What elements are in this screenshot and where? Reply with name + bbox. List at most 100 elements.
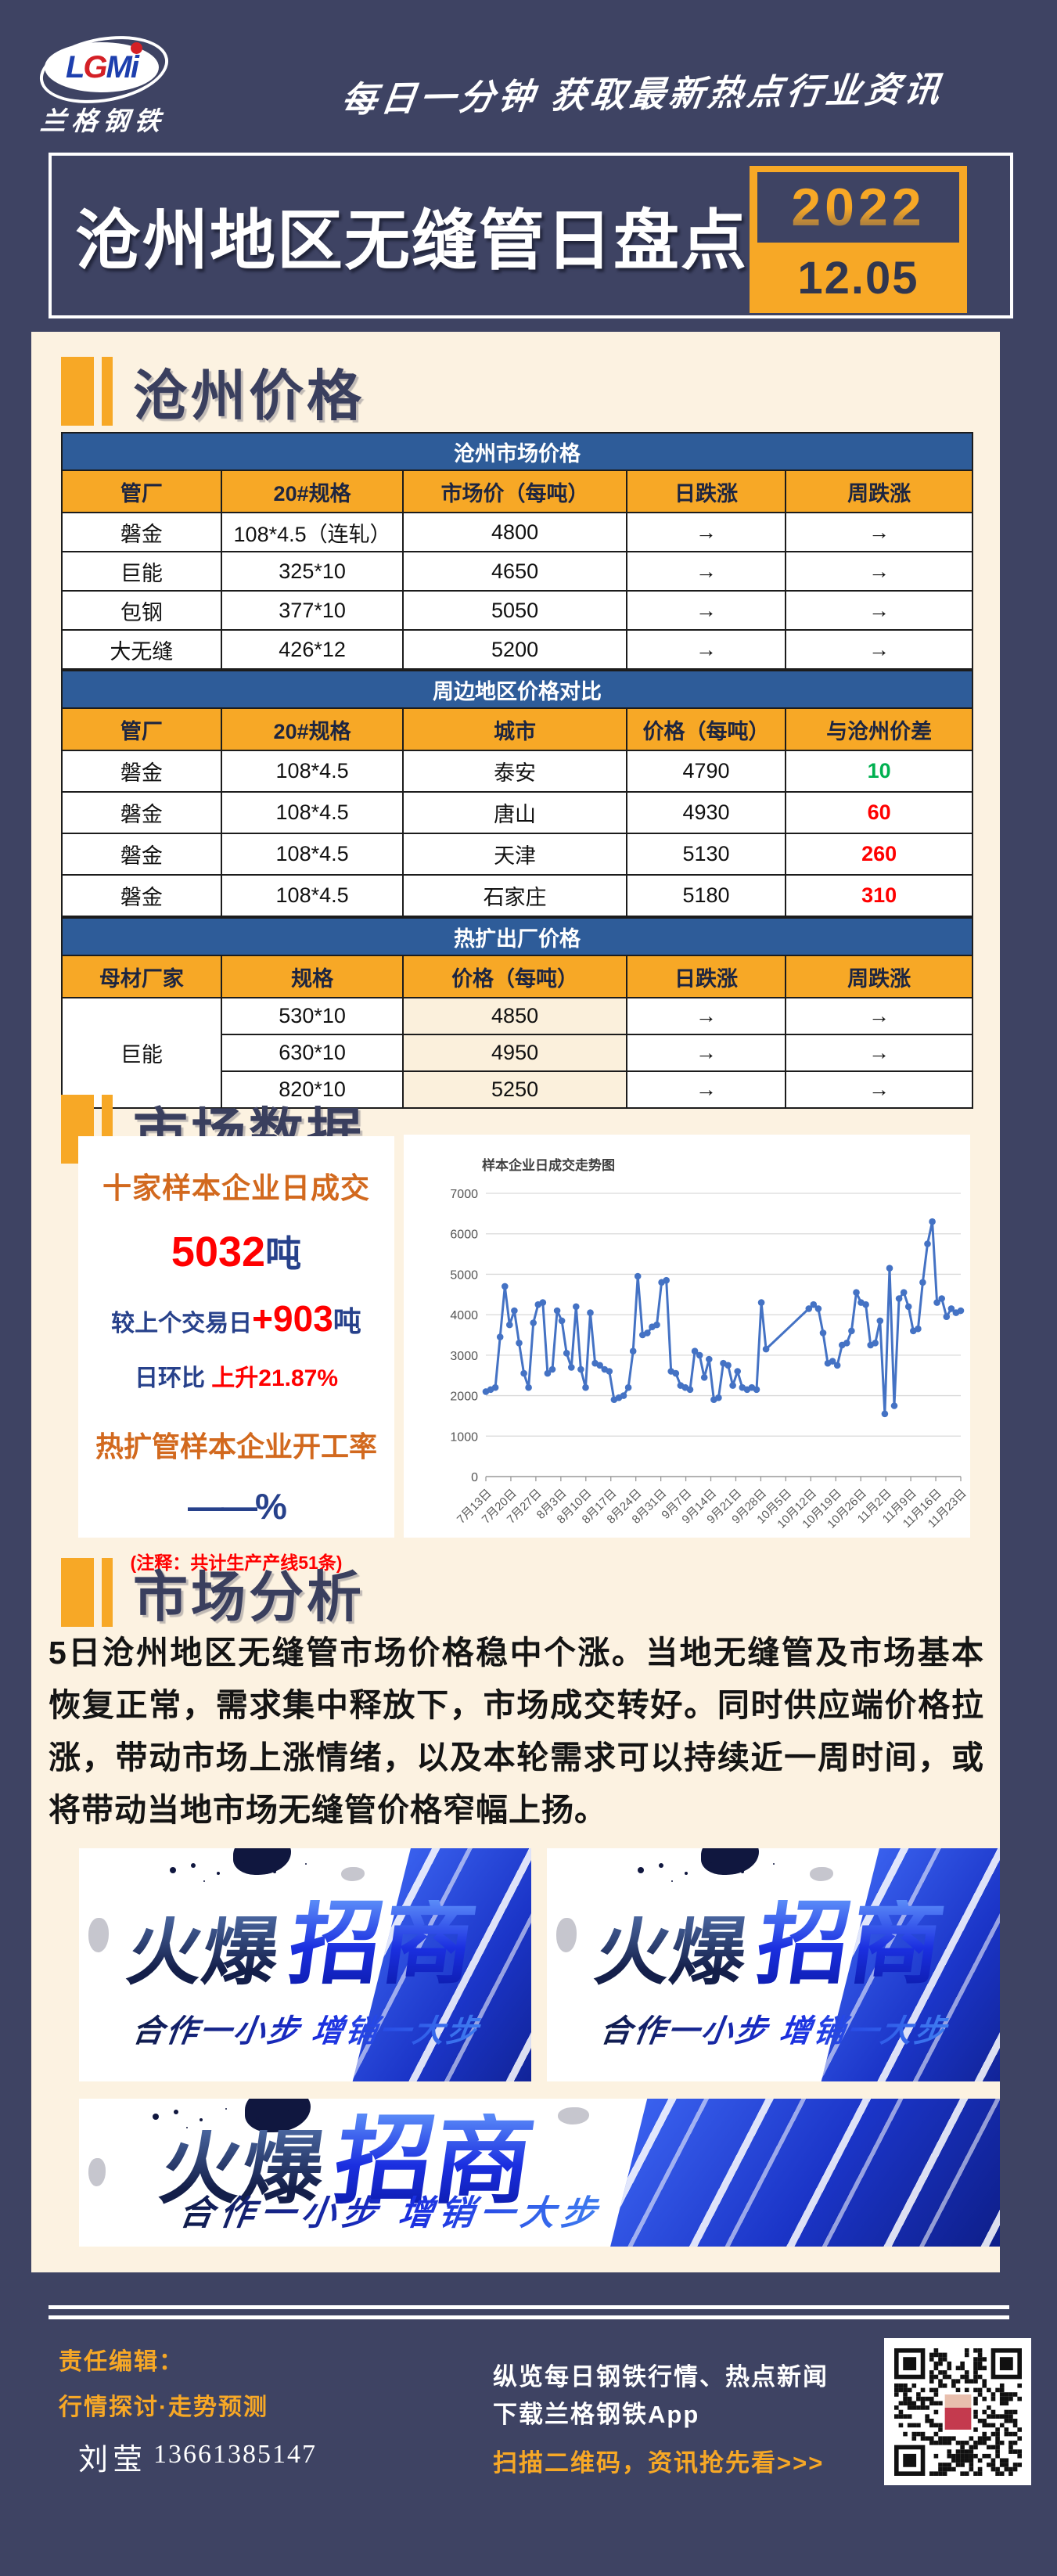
table-cell: 5130 xyxy=(625,833,787,876)
banner-headline-bright: 招商 xyxy=(282,1891,482,1995)
trend-line-chart: 样本企业日成交走势图010002000300040005000600070007… xyxy=(450,1157,969,1531)
daily-volume-label: 十家样本企业日成交 xyxy=(102,1172,370,1204)
qr-pattern xyxy=(893,2348,1022,2476)
table-cell: → xyxy=(625,1034,787,1072)
price-table-2: 热扩出厂价格 母材厂家 规格 价格（每吨） 日跌涨 周跌涨 巨能 530*10 4850 → → 63… xyxy=(61,917,973,1109)
column-header: 与沧州价差 xyxy=(785,707,973,751)
table-row: 磐金 108*4.5 石家庄 5180 310 xyxy=(61,874,973,917)
table-cell: 377*10 xyxy=(220,590,404,631)
table-cell: → xyxy=(785,1034,973,1072)
logo-letter-l: L xyxy=(65,50,84,85)
table-cell: 820*10 xyxy=(220,1070,404,1109)
footnote: (注释：共计生产产线51条) xyxy=(130,1552,343,1573)
table-cell: → xyxy=(625,1070,787,1109)
svg-text:3000: 3000 xyxy=(450,1350,478,1363)
table-cell: 磐金 xyxy=(61,512,222,552)
table-cell: → xyxy=(785,629,973,670)
analysis-paragraph: 5日沧州地区无缝管市场价格稳中个涨。当地无缝管及市场基本恢复正常，需求集中释放下… xyxy=(49,1635,984,1828)
ink-splatter xyxy=(232,1848,291,1876)
orange-bar-thin-icon xyxy=(102,1558,113,1627)
table-row: 包钢 377*10 5050 → → xyxy=(61,590,973,631)
table-cell: 石家庄 xyxy=(402,874,627,917)
svg-text:2000: 2000 xyxy=(450,1391,478,1404)
svg-text:1000: 1000 xyxy=(450,1430,478,1444)
table-cell: 108*4.5 xyxy=(220,874,404,917)
prev-label: 较上个交易日 xyxy=(111,1311,253,1337)
lgmi-logo-icon: LGMi xyxy=(45,42,159,92)
table-cell: 325*10 xyxy=(220,551,404,592)
banner-headline: 火爆 招商 xyxy=(122,1891,482,1995)
table-cell: 包钢 xyxy=(61,590,222,631)
table-cell: → xyxy=(625,551,787,592)
svg-text:样本企业日成交走势图: 样本企业日成交走势图 xyxy=(482,1157,615,1173)
table-cell: → xyxy=(625,997,787,1035)
ink-dots xyxy=(153,2113,160,2120)
blue-brush-stroke xyxy=(593,2099,1000,2247)
table-cell: → xyxy=(785,1070,973,1109)
price-tables: 沧州市场价格 管厂 20#规格 市场价（每吨） 日跌涨 周跌涨 磐金 108*4.5（连轧） 4… xyxy=(61,432,973,1109)
table-cell: 4800 xyxy=(402,512,627,552)
table-title: 周边地区价格对比 xyxy=(61,670,973,709)
column-header: 管厂 xyxy=(61,470,222,513)
column-header: 周跌涨 xyxy=(785,955,973,998)
table-cell: 4650 xyxy=(402,551,627,592)
logo-letters: LGMi xyxy=(65,42,142,85)
divider-line xyxy=(49,2305,1009,2309)
table-cell: 巨能 xyxy=(61,551,222,592)
editor-role: 行情探讨·走势预测 xyxy=(59,2394,268,2420)
svg-text:6000: 6000 xyxy=(450,1229,478,1242)
svg-text:5000: 5000 xyxy=(450,1268,478,1282)
column-header: 价格（每吨） xyxy=(402,955,627,998)
table-cell: 530*10 xyxy=(220,997,404,1035)
banner-subtitle: 合作一小步 增销一大步 xyxy=(177,2185,606,2235)
table-title: 沧州市场价格 xyxy=(61,432,973,471)
column-header: 20#规格 xyxy=(220,470,404,513)
promo-banner-left: 火爆 招商 合作一小步 增销一大步 xyxy=(79,1848,531,2081)
table-cell: 10 xyxy=(785,750,973,793)
column-header: 日跌涨 xyxy=(625,470,787,513)
column-header: 母材厂家 xyxy=(61,955,222,998)
table-row: 磐金 108*4.5 唐山 4930 60 xyxy=(61,791,973,834)
daily-volume-value: 5032吨 xyxy=(78,1225,394,1277)
logo-letter-g: G xyxy=(83,50,107,85)
table-cell: → xyxy=(785,997,973,1035)
footer-line1: 纵览每日钢铁行情、热点新闻 xyxy=(493,2363,829,2391)
table-cell: 4790 xyxy=(625,750,787,793)
table-cell: 磐金 xyxy=(61,874,222,917)
table-cell: 5200 xyxy=(402,629,627,670)
qr-code xyxy=(884,2338,1031,2485)
volume-unit: 吨 xyxy=(265,1233,302,1274)
column-header: 20#规格 xyxy=(220,707,404,751)
orange-bar-icon xyxy=(61,357,94,426)
editor-phone: 13661385147 xyxy=(153,2440,317,2469)
day-over-day: 日环比 上升21.87% xyxy=(78,1358,394,1393)
svg-text:7000: 7000 xyxy=(450,1188,478,1201)
price-table-1: 周边地区价格对比 管厂 20#规格 城市 价格（每吨） 与沧州价差 磐金 108*4.5 泰安 4… xyxy=(61,670,973,917)
column-header: 城市 xyxy=(402,707,627,751)
prev-unit: 吨 xyxy=(333,1305,361,1337)
table-row: 磐金 108*4.5 泰安 4790 10 xyxy=(61,750,973,793)
gray-splatter xyxy=(555,1918,577,1953)
editor-name: 刘莹 xyxy=(78,2444,148,2477)
ink-dots xyxy=(169,1866,176,1873)
table-row: 磐金 108*4.5 天津 5130 260 xyxy=(61,833,973,876)
prev-change-value: +903 xyxy=(252,1298,333,1339)
column-header: 价格（每吨） xyxy=(625,707,787,751)
table-cell: → xyxy=(785,590,973,631)
dod-value: 上升21.87% xyxy=(211,1365,339,1391)
banner-headline: 火爆 招商 xyxy=(589,1892,950,1995)
volume-trend-chart: 样本企业日成交走势图 0 1000 2000 3000 4000 5000 6000 7000 7… xyxy=(404,1135,970,1538)
content-panel: 沧州价格 沧州市场价格 管厂 20#规格 市场价（每吨） 日跌涨 周跌涨 磐金 108*4.5… xyxy=(31,332,1000,2272)
gray-splatter xyxy=(558,2107,590,2125)
orange-bar-icon xyxy=(61,1558,94,1627)
banner-headline-dark: 火爆 xyxy=(589,1909,752,1994)
gray-splatter xyxy=(341,1866,365,1881)
table-cell: 630*10 xyxy=(220,1034,404,1072)
section-title: 沧州价格 xyxy=(133,365,365,426)
svg-text:0: 0 xyxy=(471,1471,478,1484)
logo-letter-i: i xyxy=(130,50,139,85)
volume-number: 5032 xyxy=(171,1229,266,1275)
divider-line xyxy=(49,2315,1009,2319)
section-header-analysis: 市场分析 xyxy=(61,1557,365,1628)
